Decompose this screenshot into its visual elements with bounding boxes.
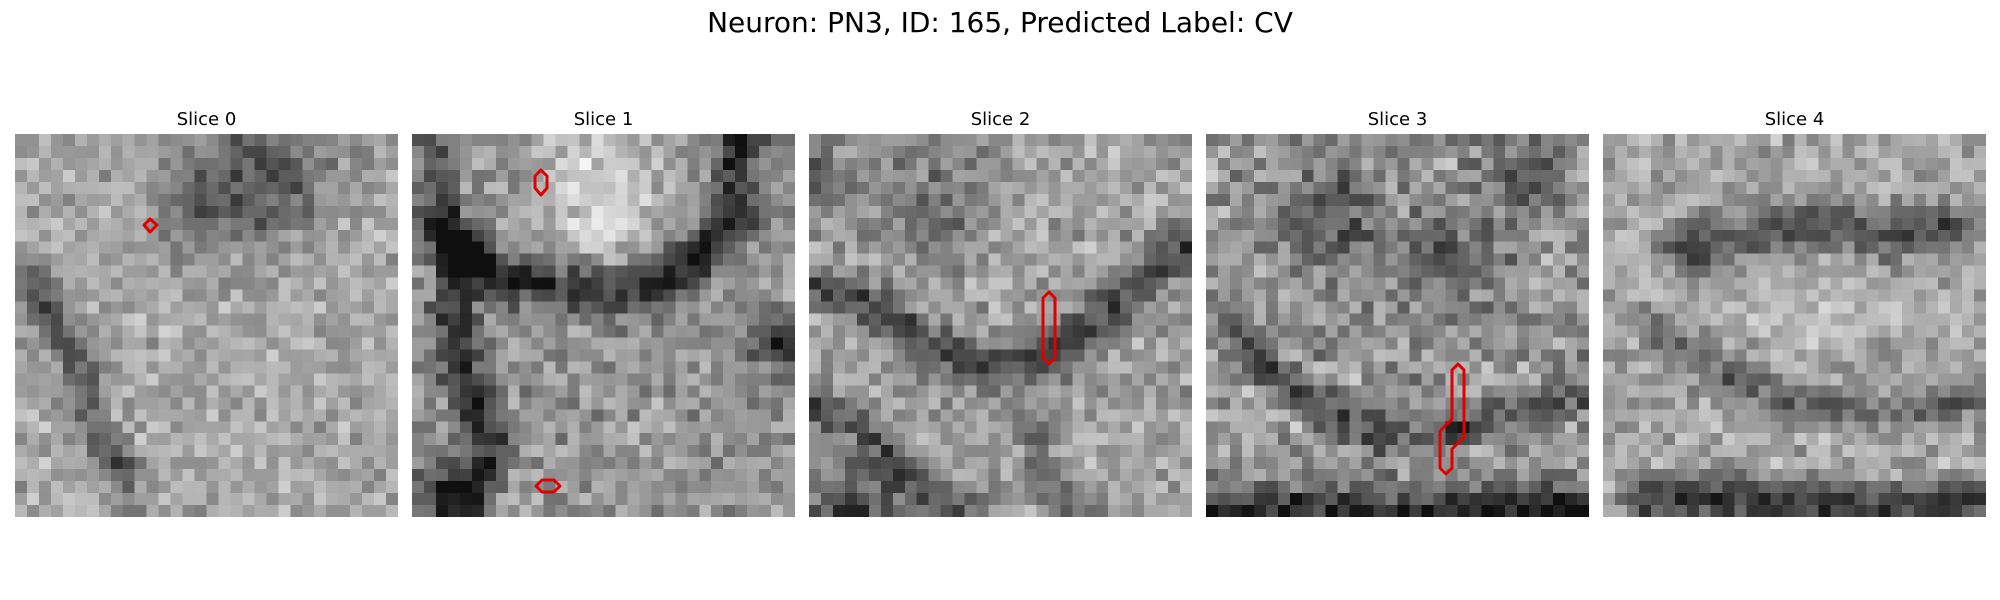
- slice-title-2: Slice 2: [970, 109, 1031, 130]
- slice-title-4: Slice 4: [1764, 109, 1825, 130]
- red-contour: [1438, 362, 1466, 476]
- grayscale-patch-0: [15, 134, 398, 517]
- red-contour: [533, 168, 549, 197]
- slice-title-1: Slice 1: [573, 109, 634, 130]
- contour-overlay-2: [1041, 290, 1057, 366]
- slice-image-1: [412, 134, 795, 517]
- grayscale-patch-4: [1603, 134, 1986, 517]
- contour-overlay-1: [533, 168, 562, 494]
- slice-title-0: Slice 0: [176, 109, 237, 130]
- grayscale-patch-1: [412, 134, 795, 517]
- slice-image-4: [1603, 134, 1986, 517]
- slice-image-2: [809, 134, 1192, 517]
- contour-overlay-4: [1603, 134, 1986, 517]
- red-contour: [142, 217, 159, 234]
- slice-image-0: [15, 134, 398, 517]
- grayscale-patch-2: [809, 134, 1192, 517]
- red-contour: [1041, 290, 1057, 366]
- grayscale-patch-3: [1206, 134, 1589, 517]
- slice-title-3: Slice 3: [1367, 109, 1428, 130]
- contour-overlay-3: [1438, 362, 1466, 476]
- contour-overlay-0: [142, 217, 159, 234]
- slice-image-3: [1206, 134, 1589, 517]
- figure-title: Neuron: PN3, ID: 165, Predicted Label: C…: [707, 6, 1293, 39]
- red-contour: [534, 478, 562, 494]
